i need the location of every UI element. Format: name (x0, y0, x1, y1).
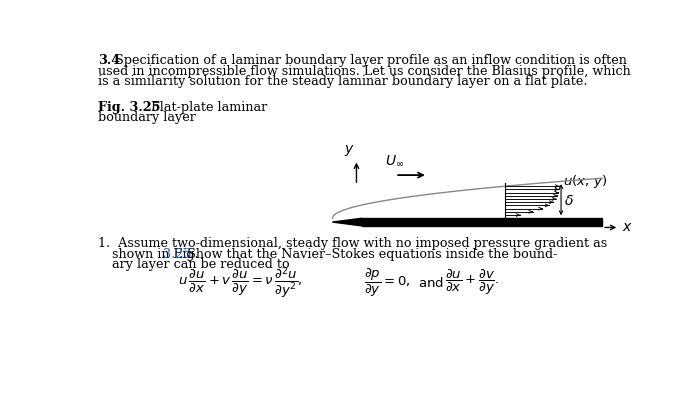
Polygon shape (332, 218, 362, 226)
Text: boundary layer: boundary layer (98, 112, 196, 125)
Text: Fig. 3.25: Fig. 3.25 (98, 101, 160, 114)
Text: used in incompressible flow simulations. Let us consider the Blasius profile, wh: used in incompressible flow simulations.… (98, 65, 630, 78)
Text: $\dfrac{\partial p}{\partial y} = 0,$: $\dfrac{\partial p}{\partial y} = 0,$ (364, 267, 411, 299)
Text: . Show that the Navier–Stokes equations inside the bound-: . Show that the Navier–Stokes equations … (179, 248, 557, 261)
Text: is a similarity solution for the steady laminar boundary layer on a flat plate.: is a similarity solution for the steady … (98, 75, 587, 88)
Text: $U_{\infty}$: $U_{\infty}$ (385, 154, 405, 168)
Text: 3.4: 3.4 (98, 54, 120, 67)
Text: shown in Fig.: shown in Fig. (112, 248, 202, 261)
Text: $y$: $y$ (344, 143, 355, 158)
Bar (362, 218, 602, 226)
Text: 1.  Assume two-dimensional, steady flow with no imposed pressure gradient as: 1. Assume two-dimensional, steady flow w… (98, 238, 607, 251)
Text: $u(x,\, y)$: $u(x,\, y)$ (563, 173, 607, 190)
Text: $u\,\dfrac{\partial u}{\partial x} + v\,\dfrac{\partial u}{\partial y} = \nu\,\d: $u\,\dfrac{\partial u}{\partial x} + v\,… (178, 266, 303, 300)
Text: $\mathrm{and}$: $\mathrm{and}$ (418, 276, 444, 290)
Text: $\dfrac{\partial u}{\partial x} + \dfrac{\partial v}{\partial y}.$: $\dfrac{\partial u}{\partial x} + \dfrac… (445, 268, 499, 297)
Text: $x$: $x$ (622, 221, 632, 234)
Text: 3.25: 3.25 (164, 248, 192, 261)
Text: Specification of a laminar boundary layer profile as an inflow condition is ofte: Specification of a laminar boundary laye… (115, 54, 627, 67)
Text: ary layer can be reduced to: ary layer can be reduced to (112, 258, 289, 271)
Text: $\delta$: $\delta$ (564, 194, 574, 208)
Text: Flat-plate laminar: Flat-plate laminar (142, 101, 266, 114)
